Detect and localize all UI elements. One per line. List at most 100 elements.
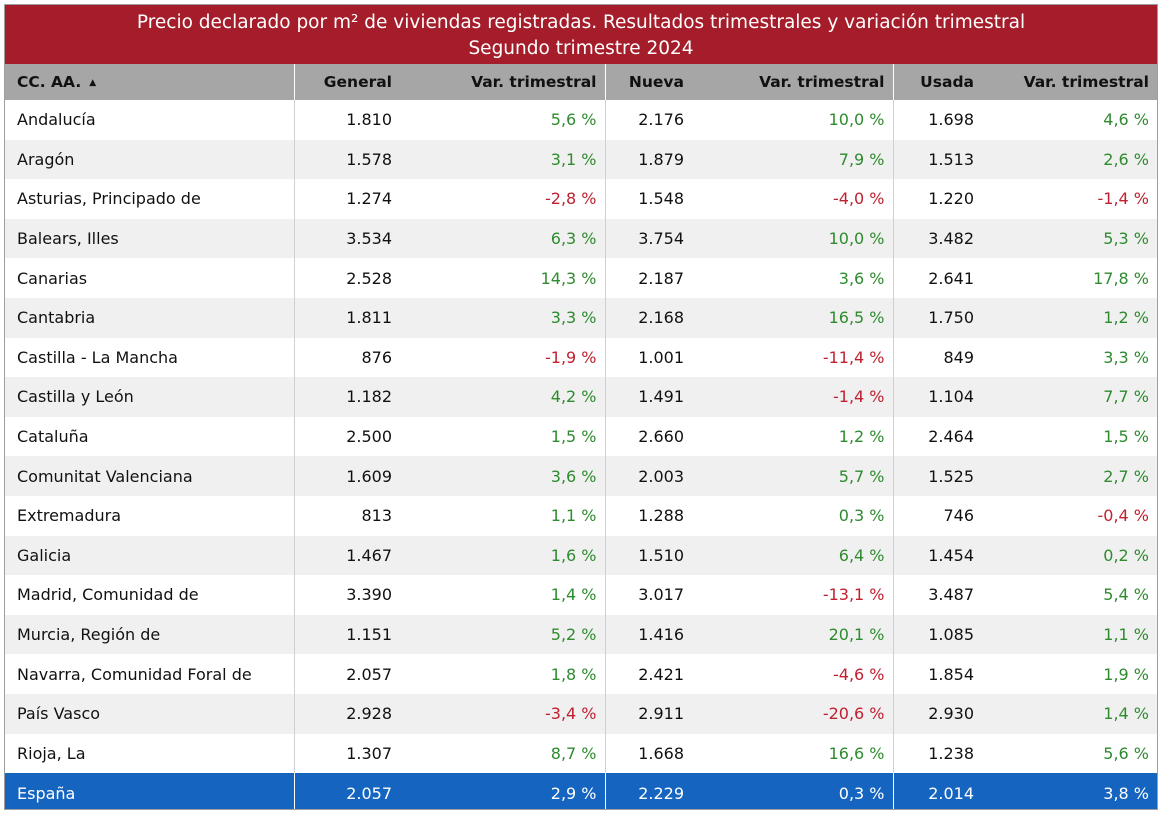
cell-region: Canarias <box>5 258 294 298</box>
cell-var-usada: 1,2 % <box>982 297 1157 338</box>
table-row: Rioja, La 1.307 8,7 % 1.668 16,6 % 1.238 5,6 % <box>5 733 1157 774</box>
cell-general: 2.057 <box>293 773 400 809</box>
cell-usada: 1.698 <box>892 100 982 140</box>
cell-var-general: 1,6 % <box>400 535 605 576</box>
cell-var-general: 3,6 % <box>400 456 605 496</box>
cell-nueva: 1.548 <box>604 179 692 219</box>
cell-general: 2.057 <box>293 654 400 694</box>
cell-general: 1.609 <box>293 456 400 496</box>
cell-var-usada: 5,4 % <box>982 575 1157 615</box>
cell-var-usada: 1,5 % <box>982 416 1157 457</box>
header-row: CC. AA. ▲ General Var. trimestral Nueva V… <box>5 64 1157 100</box>
table-row: Madrid, Comunidad de 3.390 1,4 % 3.017 -13,1… <box>5 575 1157 615</box>
cell-var-general: 14,3 % <box>400 258 605 298</box>
table-row: Castilla y León 1.182 4,2 % 1.491 -1,4 % 1.10… <box>5 377 1157 417</box>
cell-var-nueva: 3,6 % <box>692 258 893 298</box>
cell-var-nueva: 20,1 % <box>692 614 893 655</box>
column-header-var-usada[interactable]: Var. trimestral <box>982 64 1157 100</box>
table-row: Comunitat Valenciana 1.609 3,6 % 2.003 5,7 %… <box>5 456 1157 496</box>
cell-var-nueva: 10,0 % <box>692 100 893 140</box>
cell-general: 3.390 <box>293 575 400 615</box>
cell-general: 1.578 <box>293 139 400 180</box>
cell-general: 876 <box>293 337 400 378</box>
table-row: País Vasco 2.928 -3,4 % 2.911 -20,6 % 2.930 1,… <box>5 693 1157 734</box>
cell-nueva: 2.911 <box>604 693 692 734</box>
cell-usada: 1.104 <box>892 377 982 417</box>
cell-var-general: -3,4 % <box>400 693 605 734</box>
cell-usada: 2.014 <box>892 773 982 809</box>
cell-region: Balears, Illes <box>5 218 294 259</box>
column-header-var-nueva[interactable]: Var. trimestral <box>692 64 893 100</box>
cell-var-usada: 1,4 % <box>982 693 1157 734</box>
cell-usada: 1.513 <box>892 139 982 180</box>
cell-usada: 1.085 <box>892 614 982 655</box>
cell-var-general: 1,5 % <box>400 416 605 457</box>
cell-var-usada: 1,1 % <box>982 614 1157 655</box>
column-header-general[interactable]: General <box>293 64 400 100</box>
cell-region: España <box>5 773 294 809</box>
cell-region: Rioja, La <box>5 733 294 774</box>
cell-nueva: 3.754 <box>604 218 692 259</box>
cell-var-usada: 2,7 % <box>982 456 1157 496</box>
cell-nueva: 2.660 <box>604 416 692 457</box>
cell-var-general: 5,6 % <box>400 100 605 140</box>
column-header-usada[interactable]: Usada <box>892 64 982 100</box>
cell-usada: 3.482 <box>892 218 982 259</box>
cell-var-nueva: 6,4 % <box>692 535 893 576</box>
cell-var-nueva: -20,6 % <box>692 693 893 734</box>
cell-var-nueva: 16,6 % <box>692 733 893 774</box>
cell-usada: 746 <box>892 495 982 536</box>
cell-general: 2.500 <box>293 416 400 457</box>
cell-usada: 1.750 <box>892 297 982 338</box>
table-row: Andalucía 1.810 5,6 % 2.176 10,0 % 1.698 4,6 % <box>5 100 1157 140</box>
cell-var-usada: -0,4 % <box>982 495 1157 536</box>
table-row: Cantabria 1.811 3,3 % 2.168 16,5 % 1.750 1,2 % <box>5 297 1157 338</box>
table-container: Precio declarado por m² de viviendas reg… <box>4 4 1158 810</box>
table-row: Canarias 2.528 14,3 % 2.187 3,6 % 2.641 17,8 % <box>5 258 1157 298</box>
cell-var-general: 4,2 % <box>400 377 605 417</box>
cell-general: 3.534 <box>293 218 400 259</box>
table-subtitle: Segundo trimestre 2024 <box>468 38 694 59</box>
column-header-var-general[interactable]: Var. trimestral <box>400 64 605 100</box>
cell-var-usada: 1,9 % <box>982 654 1157 694</box>
cell-region: País Vasco <box>5 693 294 734</box>
cell-usada: 2.464 <box>892 416 982 457</box>
sort-ascending-icon[interactable]: ▲ <box>89 78 97 88</box>
column-header-nueva[interactable]: Nueva <box>604 64 692 100</box>
cell-nueva: 2.421 <box>604 654 692 694</box>
cell-var-nueva: 1,2 % <box>692 416 893 457</box>
table-row: Murcia, Región de 1.151 5,2 % 1.416 20,1 % 1.… <box>5 614 1157 655</box>
cell-nueva: 3.017 <box>604 575 692 615</box>
cell-var-nueva: 7,9 % <box>692 139 893 180</box>
cell-nueva: 1.510 <box>604 535 692 576</box>
cell-var-nueva: 16,5 % <box>692 297 893 338</box>
cell-region: Comunitat Valenciana <box>5 456 294 496</box>
cell-region: Castilla - La Mancha <box>5 337 294 378</box>
cell-general: 2.528 <box>293 258 400 298</box>
cell-usada: 849 <box>892 337 982 378</box>
cell-usada: 1.525 <box>892 456 982 496</box>
table-row: Balears, Illes 3.534 6,3 % 3.754 10,0 % 3.482… <box>5 218 1157 259</box>
cell-var-usada: -1,4 % <box>982 179 1157 219</box>
cell-region: Navarra, Comunidad Foral de <box>5 654 294 694</box>
cell-nueva: 1.288 <box>604 495 692 536</box>
cell-general: 813 <box>293 495 400 536</box>
cell-var-usada: 3,8 % <box>982 773 1157 809</box>
cell-nueva: 2.187 <box>604 258 692 298</box>
table-row: Navarra, Comunidad Foral de 2.057 1,8 % 2.4… <box>5 654 1157 694</box>
cell-general: 1.182 <box>293 377 400 417</box>
cell-var-nueva: -4,6 % <box>692 654 893 694</box>
cell-var-usada: 0,2 % <box>982 535 1157 576</box>
cell-region: Andalucía <box>5 100 294 140</box>
cell-var-general: 3,1 % <box>400 139 605 180</box>
cell-nueva: 2.003 <box>604 456 692 496</box>
cell-var-general: 1,4 % <box>400 575 605 615</box>
cell-var-general: 1,8 % <box>400 654 605 694</box>
cell-general: 1.810 <box>293 100 400 140</box>
cell-region: Castilla y León <box>5 377 294 417</box>
cell-region: Cataluña <box>5 416 294 457</box>
cell-var-usada: 17,8 % <box>982 258 1157 298</box>
column-header-ccaa[interactable]: CC. AA. ▲ <box>5 64 294 100</box>
cell-var-nueva: -4,0 % <box>692 179 893 219</box>
cell-region: Aragón <box>5 139 294 180</box>
